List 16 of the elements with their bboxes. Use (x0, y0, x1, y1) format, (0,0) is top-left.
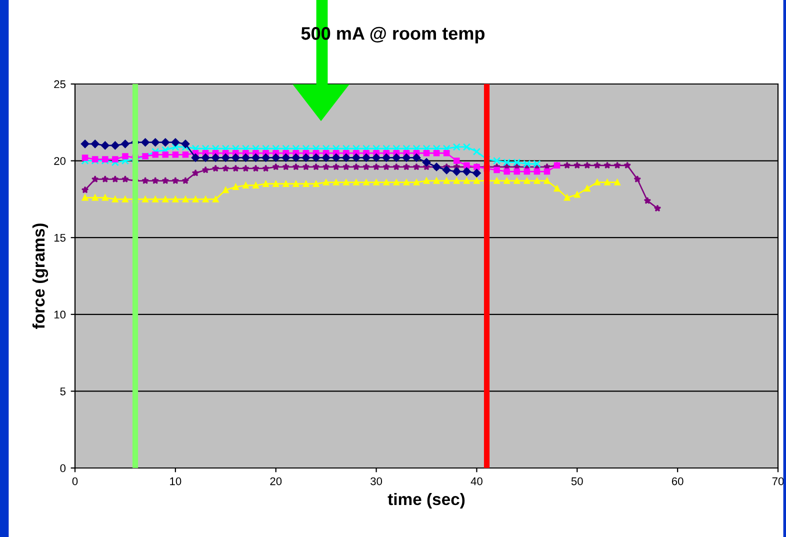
y-tick-label: 5 (60, 388, 66, 396)
x-tick-label: 10 (170, 477, 182, 486)
y-tick-label: 0 (60, 464, 66, 472)
y-tick-label: 20 (54, 157, 66, 165)
x-tick-label: 30 (370, 477, 382, 486)
y-tick-label: 25 (54, 80, 66, 88)
y-axis-title: force (grams) (32, 224, 48, 329)
y-tick-label: 15 (54, 234, 66, 242)
y-tick-label: 10 (54, 310, 66, 319)
x-tick-label: 50 (571, 477, 583, 486)
x-tick-label: 70 (772, 477, 784, 486)
x-tick-label: 0 (72, 477, 78, 486)
x-axis-title: time (sec) (388, 492, 465, 508)
x-tick-label: 40 (470, 477, 482, 486)
x-tick-label: 20 (270, 477, 282, 486)
x-tick-label: 60 (672, 477, 684, 486)
